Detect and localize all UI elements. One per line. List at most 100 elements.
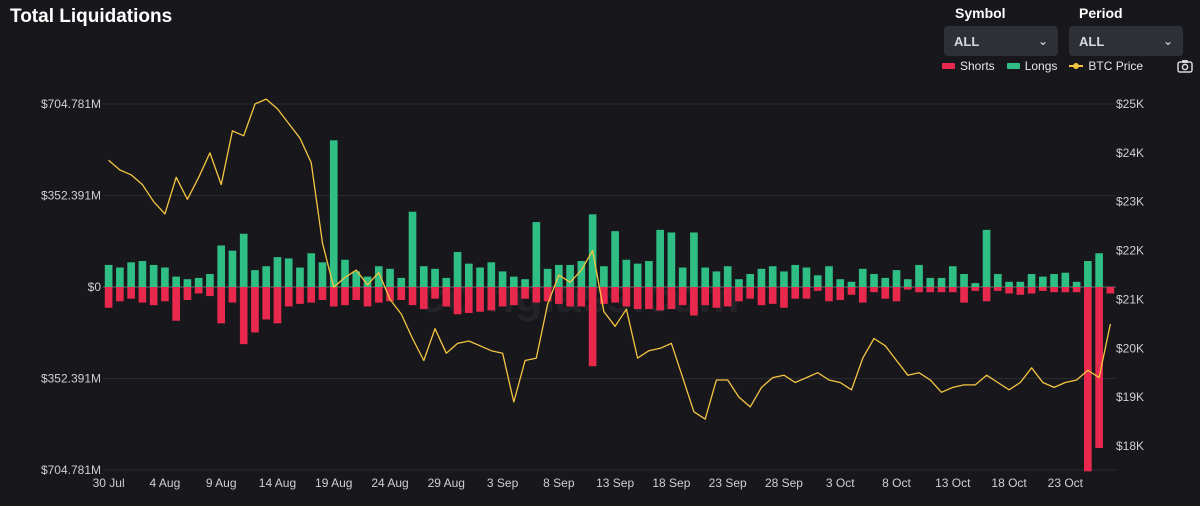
longs-bar xyxy=(374,266,383,287)
shorts-bar xyxy=(251,287,259,333)
shorts-bar xyxy=(138,287,147,303)
longs-bar xyxy=(600,266,608,287)
longs-bar xyxy=(419,266,428,287)
bar-series xyxy=(104,140,1115,472)
shorts-bar xyxy=(937,287,946,293)
longs-bar xyxy=(825,266,833,287)
shorts-bar xyxy=(1039,287,1047,291)
longs-bar xyxy=(701,267,709,287)
longs-swatch xyxy=(1006,63,1020,69)
longs-bar xyxy=(870,274,878,287)
longs-bar xyxy=(172,276,180,287)
x-axis-tick-label: 18 Oct xyxy=(991,476,1027,490)
shorts-bar xyxy=(960,287,968,303)
shorts-bar xyxy=(903,287,912,290)
right-axis-tick-label: $25K xyxy=(1116,97,1144,111)
page-title: Total Liquidations xyxy=(10,6,173,27)
longs-bar xyxy=(442,277,451,287)
shorts-bar xyxy=(577,287,586,307)
longs-bar xyxy=(1039,276,1047,287)
longs-bar xyxy=(1050,274,1058,287)
right-axis-tick-label: $23K xyxy=(1116,195,1144,209)
shorts-bar xyxy=(780,287,788,308)
right-axis-tick-label: $20K xyxy=(1116,341,1144,355)
shorts-bar xyxy=(1050,287,1058,293)
longs-bar xyxy=(206,274,214,287)
shorts-bar xyxy=(386,287,394,302)
shorts-bar xyxy=(735,287,743,302)
legend-label-btc-price: BTC Price xyxy=(1088,59,1144,73)
shorts-bar xyxy=(104,287,113,308)
right-axis-tick-label: $21K xyxy=(1116,292,1144,306)
shorts-bar xyxy=(656,287,664,311)
shorts-bar xyxy=(667,287,676,310)
symbol-label: Symbol xyxy=(955,5,1006,21)
chevron-down-icon: ⌄ xyxy=(1162,34,1173,48)
longs-bar xyxy=(262,266,271,287)
shorts-bar xyxy=(802,287,811,299)
shorts-bar xyxy=(172,287,180,321)
longs-bar xyxy=(858,268,867,287)
longs-bar xyxy=(982,229,991,287)
shorts-bar xyxy=(982,287,991,302)
period-select[interactable]: ALL ⌄ xyxy=(1069,26,1183,56)
longs-bar xyxy=(678,267,687,287)
longs-bar xyxy=(363,276,372,287)
longs-bar xyxy=(498,271,507,287)
shorts-bar xyxy=(217,287,226,324)
longs-bar xyxy=(926,277,935,287)
longs-bar xyxy=(712,271,721,287)
longs-bar xyxy=(971,283,980,287)
x-axis-tick-label: 29 Aug xyxy=(428,476,465,490)
left-axis: $704.781M $352.391M $0 $352.391M $704.781M xyxy=(41,97,101,477)
longs-bar xyxy=(329,140,338,287)
symbol-select[interactable]: ALL ⌄ xyxy=(944,26,1058,56)
left-axis-tick-label: $352.391M xyxy=(41,372,101,386)
shorts-bar xyxy=(498,287,507,307)
x-axis-tick-label: 24 Aug xyxy=(371,476,408,490)
shorts-bar xyxy=(431,287,439,299)
shorts-bar xyxy=(701,287,709,306)
legend-item-shorts[interactable]: Shorts xyxy=(942,59,995,73)
shorts-swatch xyxy=(942,63,955,69)
shorts-bar xyxy=(723,287,732,307)
shorts-bar xyxy=(622,287,631,307)
camera-icon[interactable] xyxy=(1177,59,1193,73)
shorts-bar xyxy=(690,287,698,316)
longs-bar xyxy=(768,266,777,287)
shorts-bar xyxy=(858,287,867,303)
shorts-bar xyxy=(408,287,417,306)
shorts-bar xyxy=(521,287,529,299)
longs-bar xyxy=(161,267,169,287)
right-axis-tick-label: $24K xyxy=(1116,146,1144,160)
shorts-bar xyxy=(847,287,856,295)
longs-bar xyxy=(116,267,124,287)
shorts-bar xyxy=(487,287,496,311)
longs-bar xyxy=(645,261,653,287)
longs-bar xyxy=(813,275,822,287)
longs-bar xyxy=(408,211,417,287)
legend-item-longs[interactable]: Longs xyxy=(1006,59,1057,73)
longs-bar xyxy=(453,251,462,287)
x-axis-tick-label: 28 Sep xyxy=(765,476,803,490)
shorts-bar xyxy=(329,287,338,307)
grid-lines xyxy=(103,103,1116,471)
shorts-bar xyxy=(1095,287,1103,448)
longs-bar xyxy=(667,232,676,287)
shorts-bar xyxy=(239,287,248,345)
longs-bar xyxy=(791,264,800,287)
shorts-bar xyxy=(768,287,777,304)
longs-bar xyxy=(780,271,788,287)
longs-bar xyxy=(1061,272,1070,287)
longs-bar xyxy=(104,264,113,287)
longs-bar xyxy=(431,268,439,287)
x-axis: 30 Jul 4 Aug 9 Aug 14 Aug 19 Aug 24 Aug 29 Aug… xyxy=(93,476,1084,490)
legend-item-btc-price[interactable]: BTC Price xyxy=(1069,59,1143,73)
x-axis-tick-label: 9 Aug xyxy=(206,476,237,490)
shorts-bar xyxy=(363,287,372,307)
longs-bar xyxy=(397,277,406,287)
x-axis-tick-label: 8 Oct xyxy=(882,476,911,490)
longs-bar xyxy=(521,279,529,287)
longs-bar xyxy=(318,262,327,287)
shorts-bar xyxy=(284,287,293,307)
